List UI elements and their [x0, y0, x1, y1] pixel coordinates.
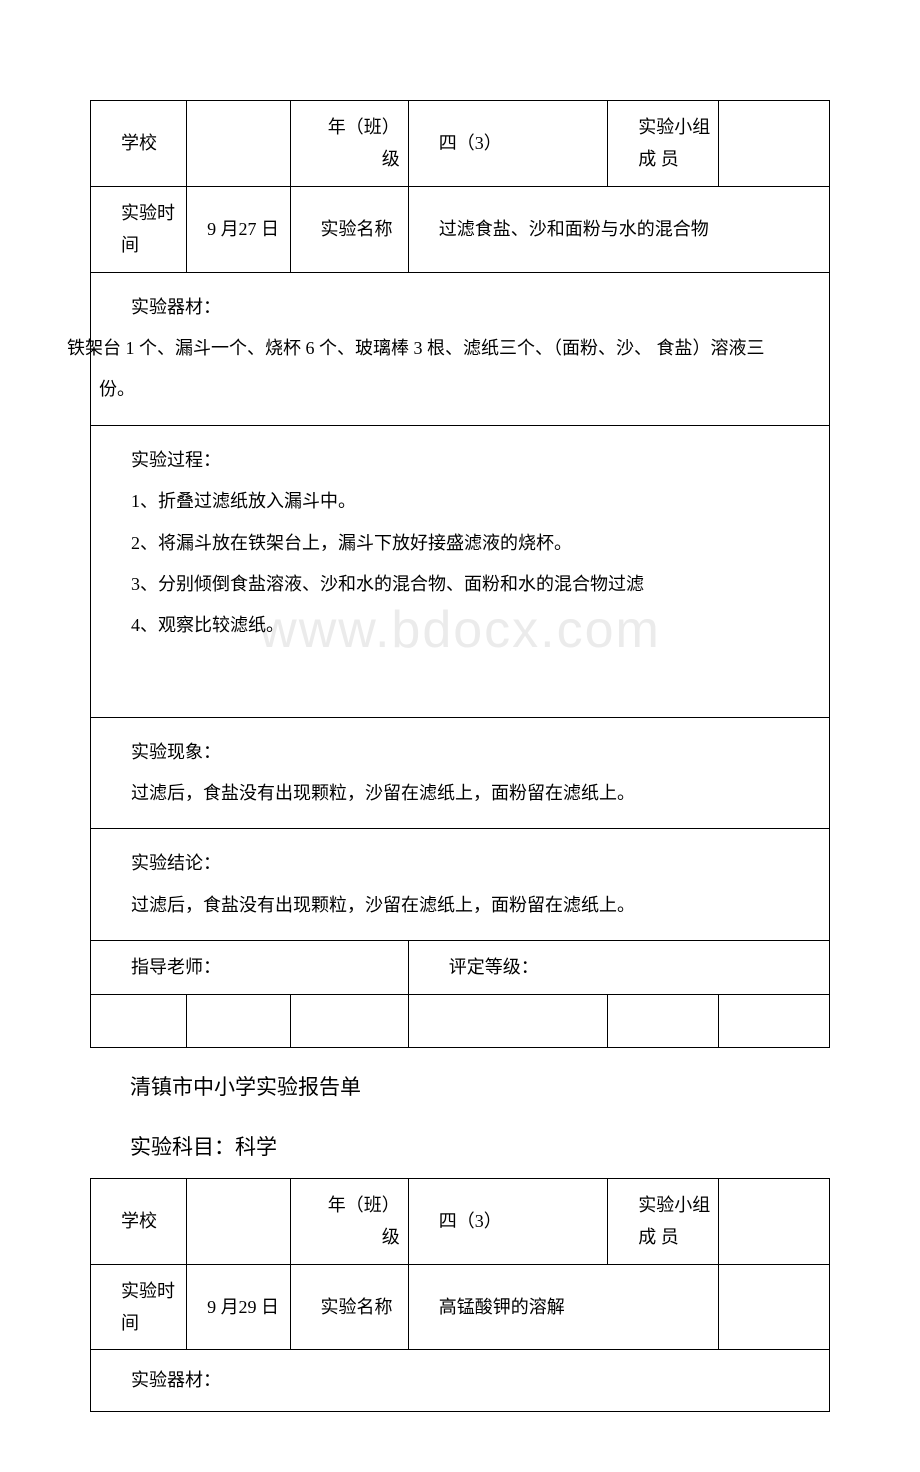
school-value [187, 101, 290, 187]
empty-cell [719, 994, 830, 1047]
group-value [719, 1178, 830, 1264]
process-cell: 实验过程： 1、折叠过滤纸放入漏斗中。 2、将漏斗放在铁架台上，漏斗下放好接盛滤… [91, 425, 830, 717]
table-row: 学校 年（班）级 四（3） 实验小组成 员 [91, 1178, 830, 1264]
table-row: 实验现象： 过滤后，食盐没有出现颗粒，沙留在滤纸上，面粉留在滤纸上。 [91, 717, 830, 829]
group-label: 实验小组成 员 [608, 101, 719, 187]
conclusion-label: 实验结论： [131, 843, 819, 884]
name-label: 实验名称 [290, 1264, 408, 1350]
equipment-label: 实验器材： [131, 1364, 819, 1396]
name-value: 过滤食盐、沙和面粉与水的混合物 [408, 186, 829, 272]
phenomenon-text: 过滤后，食盐没有出现颗粒，沙留在滤纸上，面粉留在滤纸上。 [131, 773, 819, 814]
empty-cell [290, 994, 408, 1047]
empty-cell [408, 994, 608, 1047]
school-label: 学校 [91, 101, 187, 187]
conclusion-cell: 实验结论： 过滤后，食盐没有出现颗粒，沙留在滤纸上，面粉留在滤纸上。 [91, 829, 830, 941]
grade-label: 年（班）级 [290, 1178, 408, 1264]
equipment-label: 实验器材： [131, 287, 819, 328]
grade-value: 四（3） [408, 1178, 608, 1264]
table-row: 实验器材： 铁架台 1 个、漏斗一个、烧杯 6 个、玻璃棒 3 根、滤纸三个、（… [91, 272, 830, 425]
subject-line: 实验科目：科学 [130, 1128, 830, 1168]
teacher-label: 指导老师： [91, 941, 409, 994]
group-value [719, 101, 830, 187]
table-row: 指导老师： 评定等级： [91, 941, 830, 994]
time-label: 实验时间 [91, 1264, 187, 1350]
process-step: 3、分别倾倒食盐溶液、沙和水的混合物、面粉和水的混合物过滤 [131, 564, 819, 605]
report-table-2: 学校 年（班）级 四（3） 实验小组成 员 实验时间 9 月29 日 实验名称 … [90, 1178, 830, 1412]
time-label: 实验时间 [91, 186, 187, 272]
table-row: 实验时间 9 月29 日 实验名称 高锰酸钾的溶解 [91, 1264, 830, 1350]
empty-cell [187, 994, 290, 1047]
process-step: 2、将漏斗放在铁架台上，漏斗下放好接盛滤液的烧杯。 [131, 523, 819, 564]
equipment-cell: 实验器材： 铁架台 1 个、漏斗一个、烧杯 6 个、玻璃棒 3 根、滤纸三个、（… [91, 272, 830, 425]
grade-label: 年（班）级 [290, 101, 408, 187]
process-step: 4、观察比较滤纸。 [131, 605, 819, 646]
table-row: 实验时间 9 月27 日 实验名称 过滤食盐、沙和面粉与水的混合物 [91, 186, 830, 272]
equipment-text: 铁架台 1 个、漏斗一个、烧杯 6 个、玻璃棒 3 根、滤纸三个、（面粉、沙、 … [99, 328, 819, 411]
name-label: 实验名称 [290, 186, 408, 272]
table-row: 学校 年（班）级 四（3） 实验小组成 员 [91, 101, 830, 187]
phenomenon-label: 实验现象： [131, 732, 819, 773]
empty-cell [91, 994, 187, 1047]
school-value [187, 1178, 290, 1264]
group-label: 实验小组成 员 [608, 1178, 719, 1264]
conclusion-text: 过滤后，食盐没有出现颗粒，沙留在滤纸上，面粉留在滤纸上。 [131, 885, 819, 926]
name-value: 高锰酸钾的溶解 [408, 1264, 718, 1350]
phenomenon-cell: 实验现象： 过滤后，食盐没有出现颗粒，沙留在滤纸上，面粉留在滤纸上。 [91, 717, 830, 829]
table-row: 实验结论： 过滤后，食盐没有出现颗粒，沙留在滤纸上，面粉留在滤纸上。 [91, 829, 830, 941]
time-value: 9 月27 日 [187, 186, 290, 272]
rating-label: 评定等级： [408, 941, 829, 994]
grade-value: 四（3） [408, 101, 608, 187]
empty-cell [719, 1264, 830, 1350]
process-step: 1、折叠过滤纸放入漏斗中。 [131, 481, 819, 522]
section-title: 清镇市中小学实验报告单 [130, 1068, 830, 1108]
school-label: 学校 [91, 1178, 187, 1264]
equipment-cell: 实验器材： [91, 1350, 830, 1411]
table-row: 实验器材： [91, 1350, 830, 1411]
table-row: 实验过程： 1、折叠过滤纸放入漏斗中。 2、将漏斗放在铁架台上，漏斗下放好接盛滤… [91, 425, 830, 717]
time-value: 9 月29 日 [187, 1264, 290, 1350]
process-label: 实验过程： [131, 440, 819, 481]
table-row [91, 994, 830, 1047]
empty-cell [608, 994, 719, 1047]
report-table-1: 学校 年（班）级 四（3） 实验小组成 员 实验时间 9 月27 日 实验名称 … [90, 100, 830, 1048]
